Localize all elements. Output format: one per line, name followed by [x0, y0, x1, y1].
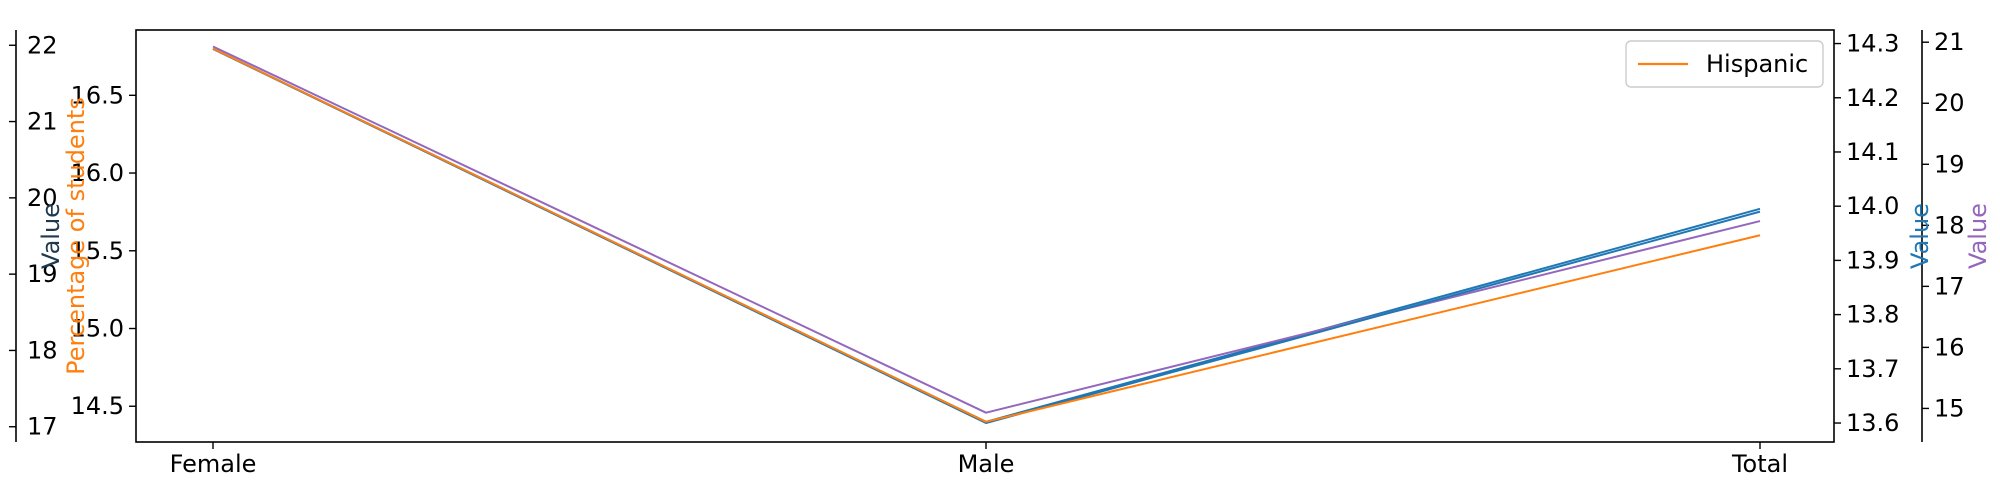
x-tick-label-total: Total	[1731, 450, 1788, 478]
left-outer-axis-label: Value	[37, 203, 65, 269]
right-inner-tick-label: 14.2	[1846, 84, 1899, 112]
left-inner-tick-label: 15.5	[71, 237, 124, 265]
left-outer-tick-label: 18	[27, 336, 58, 364]
right-outer-tick-label: 15	[1934, 394, 1965, 422]
legend: Hispanic	[1625, 40, 1824, 88]
right-outer-tick-label: 19	[1934, 150, 1965, 178]
right-inner-tick-label: 14.1	[1846, 138, 1899, 166]
left-inner-tick-label: 15.0	[71, 315, 124, 343]
right-outer-tick-label: 21	[1934, 28, 1965, 56]
left-outer-tick-label: 21	[27, 108, 58, 136]
right-inner-tick-label: 14.3	[1846, 30, 1899, 58]
plot-area	[135, 29, 1835, 443]
left-inner-axis-label: Percentage of students	[62, 97, 90, 375]
right-inner-tick-label: 13.7	[1846, 355, 1899, 383]
x-tick-label-female: Female	[170, 450, 257, 478]
series-line-hispanic	[212, 47, 1761, 423]
right-outer-axis-label: Value	[1964, 203, 1992, 269]
right-inner-tick-label: 13.9	[1846, 246, 1899, 274]
right-outer-tick-label: 18	[1934, 211, 1965, 239]
left-inner-tick-label: 14.5	[71, 392, 124, 420]
left-outer-tick-label: 19	[27, 260, 58, 288]
right-outer-tick-label: 16	[1934, 333, 1965, 361]
left-outer-tick-label: 22	[27, 31, 58, 59]
x-tick-label-male: Male	[958, 450, 1015, 478]
axes-layer: 17 18 19 20 21 22 14.5 15.0 15.5 16.0 16.5 13.6 13.7…	[9, 28, 1965, 478]
right-inner-tick-label: 13.8	[1846, 301, 1899, 329]
right-inner-axis-label: Value	[1906, 203, 1934, 269]
right-inner-tick-label: 13.6	[1846, 409, 1899, 437]
left-outer-tick-label: 17	[27, 413, 58, 441]
right-outer-tick-label: 20	[1934, 89, 1965, 117]
series-line-1	[212, 45, 1761, 414]
left-inner-tick-label: 16.0	[71, 159, 124, 187]
right-outer-tick-label: 17	[1934, 272, 1965, 300]
left-outer-tick-label: 20	[27, 184, 58, 212]
right-inner-tick-label: 14.0	[1846, 192, 1899, 220]
legend-label-hispanic: Hispanic	[1706, 50, 1808, 78]
left-inner-tick-label: 16.5	[71, 81, 124, 109]
legend-box	[1625, 40, 1824, 88]
lines-layer	[212, 45, 1761, 425]
